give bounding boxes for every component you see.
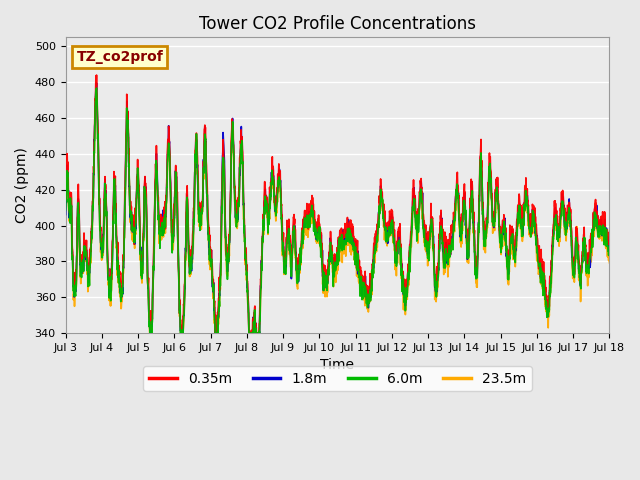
X-axis label: Time: Time	[321, 358, 355, 372]
Text: TZ_co2prof: TZ_co2prof	[76, 50, 163, 64]
Y-axis label: CO2 (ppm): CO2 (ppm)	[15, 147, 29, 223]
Legend: 0.35m, 1.8m, 6.0m, 23.5m: 0.35m, 1.8m, 6.0m, 23.5m	[143, 366, 532, 391]
Title: Tower CO2 Profile Concentrations: Tower CO2 Profile Concentrations	[199, 15, 476, 33]
